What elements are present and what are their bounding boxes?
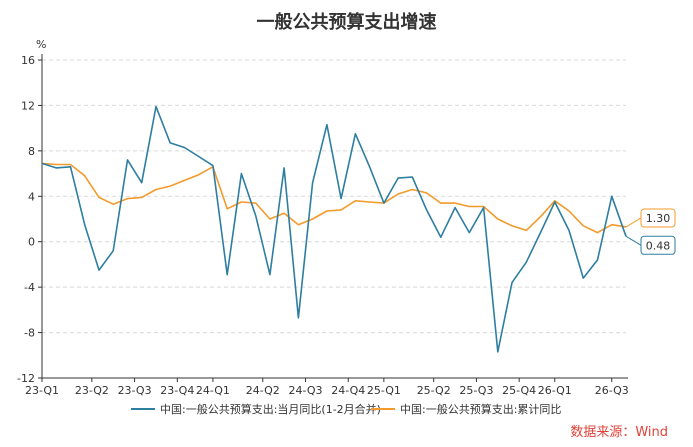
x-tick-label: 26-Q3: [595, 384, 629, 397]
y-tick-label: 8: [28, 145, 35, 158]
callout-box: [640, 208, 676, 228]
x-tick-label: 25-Q2: [417, 384, 451, 397]
callout-value: 1.30: [646, 212, 671, 225]
x-tick-label: 25-Q1: [367, 384, 401, 397]
y-tick-label: -12: [17, 372, 35, 385]
y-axis-unit: %: [36, 38, 46, 51]
callout-value: 0.48: [646, 239, 671, 252]
x-tick-label: 24-Q2: [246, 384, 280, 397]
y-tick-label: -8: [24, 327, 35, 340]
x-tick-label: 23-Q3: [118, 384, 152, 397]
callout-leader: [625, 235, 642, 246]
callout-box: [640, 235, 676, 255]
y-tick-label: 0: [28, 236, 35, 249]
callout-leader: [625, 217, 642, 228]
series-line-cumulative: [41, 162, 627, 234]
axes: %: [36, 38, 628, 379]
series-line-monthly: [41, 105, 627, 353]
x-tick-label: 26-Q1: [538, 384, 572, 397]
x-tick-label: 23-Q1: [25, 384, 59, 397]
source-note: 数据来源：Wind: [570, 425, 668, 440]
x-tick-label: 24-Q4: [331, 384, 365, 397]
grid-lines: [42, 59, 626, 334]
legend-label-cumulative: 中国:一般公共预算支出:累计同比: [400, 402, 561, 416]
y-axis-ticks: -12 -8 -4 0 4 8 12 16: [17, 54, 42, 385]
x-tick-label: 24-Q3: [288, 384, 322, 397]
end-value-callouts: 0.48 1.30: [625, 208, 676, 255]
legend-label-monthly: 中国:一般公共预算支出:当月同比(1-2月合并): [160, 402, 381, 416]
x-tick-label: 25-Q3: [459, 384, 493, 397]
y-tick-label: 4: [28, 190, 35, 203]
x-tick-label: 25-Q4: [502, 384, 536, 397]
y-tick-label: 16: [21, 54, 35, 67]
x-axis-ticks: 23-Q1 23-Q2 23-Q3 23-Q4 24-Q1 24-Q2 24-Q3 24-Q4…: [25, 378, 629, 397]
x-tick-label: 23-Q2: [75, 384, 109, 397]
legend: 中国:一般公共预算支出:当月同比(1-2月合并) 中国:一般公共预算支出:累计同…: [131, 402, 561, 416]
series-lines: [41, 105, 627, 353]
x-tick-label: 23-Q4: [160, 384, 194, 397]
chart-title: 一般公共预算支出增速: [256, 12, 437, 33]
y-tick-label: -4: [24, 281, 35, 294]
y-tick-label: 12: [21, 99, 35, 112]
x-tick-label: 24-Q1: [196, 384, 230, 397]
